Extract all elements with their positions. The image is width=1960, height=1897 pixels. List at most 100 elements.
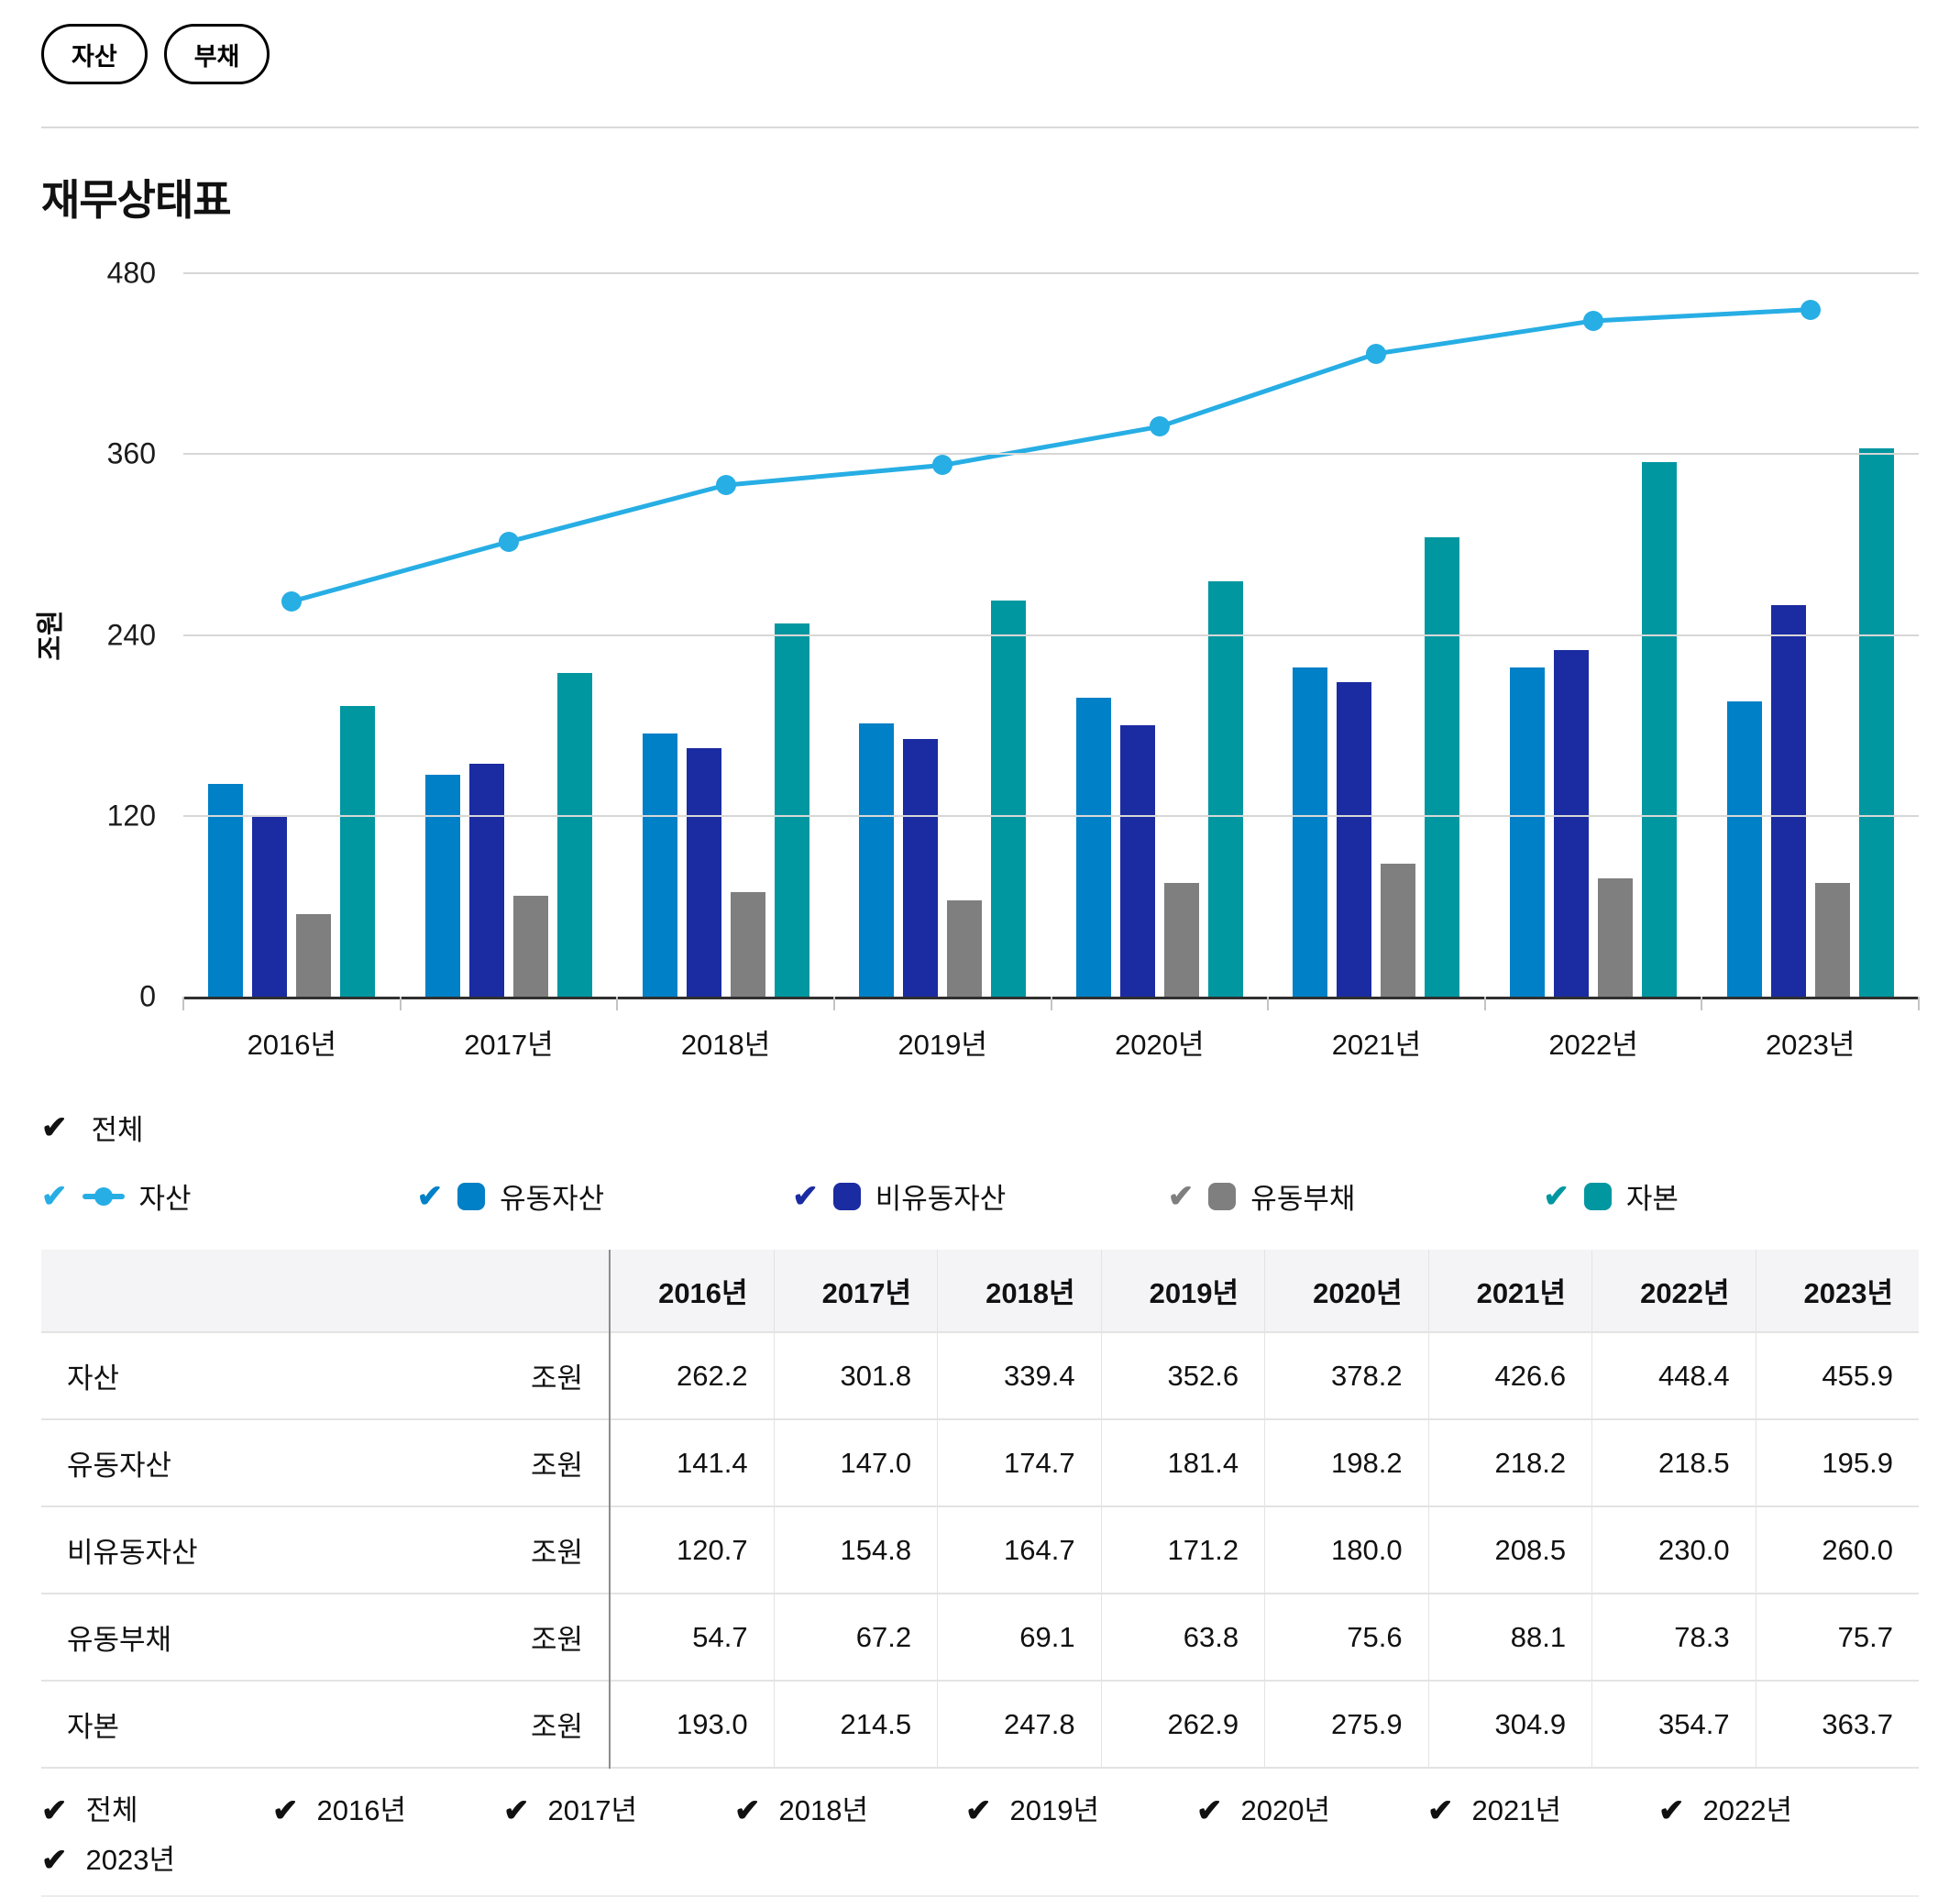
bar-자본-2017년[interactable] (556, 673, 592, 997)
bar-group-2020년 (1052, 273, 1269, 997)
plot-area: 조원 480 360 240 120 0 (36, 257, 1920, 1013)
bar-자본-2016년[interactable] (340, 705, 376, 997)
x-label-2023년: 2023년 (1765, 1029, 1855, 1061)
bar-유동자산-2017년[interactable] (424, 775, 460, 997)
bar-유동자산-2018년[interactable] (642, 733, 677, 997)
legend-item-비유동자산[interactable]: ✔ 비유동자산 (792, 1175, 1168, 1217)
line-point-2017년[interactable] (498, 531, 519, 552)
cell-자산-2016년: 262.2 (676, 1359, 748, 1392)
column-header-2022년: 2022년 (1591, 1250, 1756, 1332)
cell-자본-2019년: 262.9 (1100, 1681, 1265, 1768)
legend-all-toggle[interactable]: ✔ 전체 (41, 1107, 1919, 1148)
assets-line-series (183, 273, 1919, 997)
bar-유동부채-2022년[interactable] (1598, 878, 1634, 997)
bar-자본-2020년[interactable] (1207, 580, 1243, 997)
bar-비유동자산-2023년[interactable] (1770, 604, 1806, 997)
filter-2018년[interactable]: ✔ 2018년 (734, 1791, 965, 1831)
cell-자본-2016년: 193.0 (676, 1707, 748, 1740)
bar-유동자산-2019년[interactable] (859, 722, 895, 997)
filter-2016년[interactable]: ✔ 2016년 (272, 1791, 503, 1831)
bar-유동부채-2019년[interactable] (947, 900, 983, 997)
bar-자본-2022년[interactable] (1642, 461, 1678, 997)
check-icon: ✔ (1658, 1793, 1685, 1828)
filter-2020년[interactable]: ✔ 2020년 (1196, 1791, 1427, 1831)
legend-item-자본[interactable]: ✔ 자본 (1543, 1175, 1919, 1217)
row-unit: 조원 (530, 1450, 583, 1482)
column-header-2019년: 2019년 (1100, 1250, 1265, 1332)
line-point-2019년[interactable] (932, 455, 953, 476)
legend-item-유동자산[interactable]: ✔ 유동자산 (417, 1175, 793, 1217)
column-header-2016년: 2016년 (610, 1250, 775, 1332)
filter-label: 2020년 (1240, 1794, 1330, 1826)
bar-유동부채-2018년[interactable] (730, 892, 765, 997)
cell-유동자산-2020년: 198.2 (1264, 1419, 1429, 1506)
filter-label: 2019년 (1009, 1794, 1099, 1826)
bar-유동자산-2020년[interactable] (1075, 698, 1111, 997)
bar-유동부채-2017년[interactable] (512, 895, 548, 997)
bar-유동부채-2023년[interactable] (1814, 882, 1850, 997)
bar-비유동자산-2020년[interactable] (1119, 725, 1155, 997)
x-axis-tick-1 (399, 997, 402, 1010)
cell-비유동자산-2021년: 208.5 (1427, 1506, 1592, 1594)
x-axis-tick-5 (1267, 997, 1270, 1010)
liabilities-tab-button[interactable]: 부채 (163, 24, 270, 84)
check-icon: ✔ (41, 1178, 68, 1214)
bar-비유동자산-2016년[interactable] (252, 814, 288, 997)
table-row-자산: 자산 조원 262.2 301.8 339.4 352.6 378.2 426.6 448.4 4… (41, 1332, 1919, 1419)
bar-비유동자산-2021년[interactable] (1337, 682, 1372, 997)
y-tick-label-240: 240 (106, 618, 156, 651)
check-icon: ✔ (416, 1178, 444, 1214)
table-row-비유동자산: 비유동자산 조원 120.7 154.8 164.7 171.2 180.0 208.5 230… (41, 1506, 1919, 1594)
bar-자본-2019년[interactable] (991, 600, 1027, 997)
legend-item-유동부채[interactable]: ✔ 유동부채 (1168, 1175, 1544, 1217)
filter-2022년[interactable]: ✔ 2022년 (1658, 1791, 1889, 1831)
bar-유동부채-2020년[interactable] (1163, 882, 1199, 997)
bar-유동자산-2023년[interactable] (1726, 701, 1762, 997)
check-icon: ✔ (1167, 1178, 1195, 1214)
line-point-2021년[interactable] (1366, 343, 1387, 364)
cell-자산-2021년: 426.6 (1427, 1332, 1592, 1419)
filter-2019년[interactable]: ✔ 2019년 (965, 1791, 1196, 1831)
x-axis-tick-2 (616, 997, 619, 1010)
bar-자본-2023년[interactable] (1858, 448, 1894, 997)
bar-비유동자산-2022년[interactable] (1554, 649, 1590, 997)
bar-자본-2021년[interactable] (1425, 536, 1460, 997)
table-header: 2016년 2017년 2018년 2019년 2020년 2021년 2022년 2023년 (41, 1250, 1919, 1332)
assets-tab-button[interactable]: 자산 (41, 24, 148, 84)
bar-group-2021년 (1268, 273, 1485, 997)
row-header-content: 유동자산 조원 (67, 1442, 583, 1483)
bar-자본-2018년[interactable] (774, 623, 809, 997)
column-header-2020년: 2020년 (1264, 1250, 1429, 1332)
bar-비유동자산-2017년[interactable] (468, 763, 504, 997)
bar-유동자산-2016년[interactable] (208, 783, 244, 997)
bar-비유동자산-2018년[interactable] (686, 748, 721, 997)
row-header-자산: 자산 조원 (41, 1332, 611, 1419)
row-unit: 조원 (530, 1624, 583, 1656)
line-point-2022년[interactable] (1583, 310, 1604, 331)
line-point-2020년[interactable] (1149, 416, 1170, 437)
line-point-2023년[interactable] (1800, 299, 1821, 320)
bar-비유동자산-2019년[interactable] (903, 738, 939, 997)
filter-2021년[interactable]: ✔ 2021년 (1427, 1791, 1658, 1831)
bar-유동자산-2022년[interactable] (1510, 667, 1546, 997)
filter-전체[interactable]: ✔ 전체 (41, 1791, 272, 1831)
square-marker-icon (457, 1182, 486, 1210)
check-icon: ✔ (1196, 1793, 1223, 1828)
cell-유동자산-2021년: 218.2 (1427, 1419, 1592, 1506)
assets-line-path (292, 310, 1810, 601)
page-title: 재무상태표 (41, 176, 232, 224)
line-point-2018년[interactable] (715, 475, 736, 496)
bar-유동부채-2016년[interactable] (296, 914, 332, 997)
check-icon: ✔ (965, 1793, 992, 1828)
filter-2023년[interactable]: ✔ 2023년 (41, 1840, 272, 1880)
bar-유동자산-2021년[interactable] (1293, 667, 1328, 997)
bar-유동부채-2021년[interactable] (1381, 864, 1416, 997)
legend-item-자산[interactable]: ✔ 자산 (41, 1175, 417, 1217)
cell-유동부채-2017년: 67.2 (773, 1594, 938, 1681)
x-label-2016년: 2016년 (247, 1029, 337, 1061)
table-row-유동자산: 유동자산 조원 141.4 147.0 174.7 181.4 198.2 218.2 218.… (41, 1419, 1919, 1506)
filter-2017년[interactable]: ✔ 2017년 (503, 1791, 734, 1831)
x-axis-labels: 2016년 2017년 2018년 2019년 2020년 2021년 2022년 2023년 (183, 1021, 1919, 1063)
line-point-2016년[interactable] (281, 591, 303, 612)
